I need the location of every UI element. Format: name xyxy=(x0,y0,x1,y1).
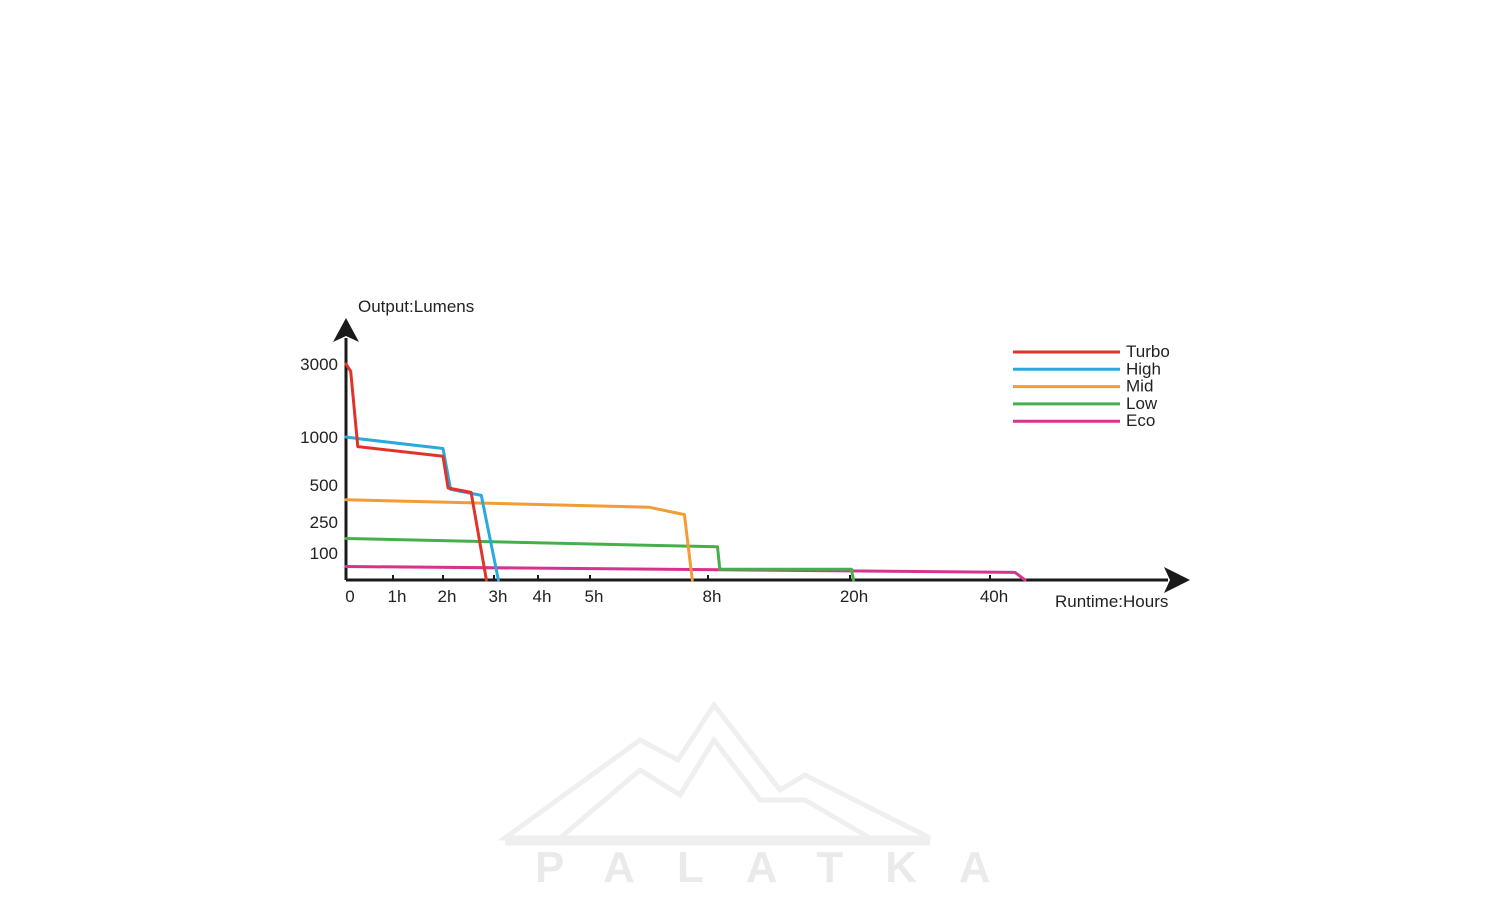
series-line-low xyxy=(344,537,855,582)
x-tick-label: 3h xyxy=(489,587,508,606)
series-line-eco xyxy=(344,565,1027,582)
axes: Output:Lumens Runtime:Hours xyxy=(333,297,1190,611)
x-tick-label: 1h xyxy=(388,587,407,606)
y-axis-label: Output:Lumens xyxy=(358,297,474,316)
watermark-mountain-icon xyxy=(497,700,932,841)
legend-label-mid: Mid xyxy=(1126,377,1153,396)
legend-label-low: Low xyxy=(1126,394,1158,413)
x-tick-label: 4h xyxy=(533,587,552,606)
x-tick-label: 5h xyxy=(585,587,604,606)
y-tick-label: 1000 xyxy=(300,428,338,447)
series-line-high xyxy=(344,435,500,582)
y-axis-arrow-icon xyxy=(333,318,359,342)
x-tick-label: 0 xyxy=(345,587,354,606)
legend-label-turbo: Turbo xyxy=(1126,342,1170,361)
x-tick-label: 20h xyxy=(840,587,868,606)
legend-label-high: High xyxy=(1126,359,1161,378)
series-line-turbo xyxy=(344,362,488,582)
y-tick-label: 250 xyxy=(310,513,338,532)
x-tick-label: 2h xyxy=(438,587,457,606)
x-ticks: 0 1h 2h 3h 4h 5h 8h 20h 40h xyxy=(345,575,1008,606)
y-tick-label: 500 xyxy=(310,476,338,495)
x-tick-label: 8h xyxy=(703,587,722,606)
watermark-mountain-ridge-icon xyxy=(558,735,872,841)
watermark-text: PALATKA xyxy=(535,843,1033,892)
y-tick-label: 3000 xyxy=(300,355,338,374)
series-lines xyxy=(344,362,1027,582)
legend-label-eco: Eco xyxy=(1126,411,1155,430)
y-tick-label: 100 xyxy=(310,544,338,563)
x-tick-label: 40h xyxy=(980,587,1008,606)
y-ticks: 100 250 500 1000 3000 xyxy=(300,355,338,563)
watermark-logo xyxy=(497,700,932,846)
series-line-mid xyxy=(344,498,694,582)
x-axis-arrow-icon xyxy=(1164,567,1190,593)
x-axis-label: Runtime:Hours xyxy=(1055,592,1168,611)
